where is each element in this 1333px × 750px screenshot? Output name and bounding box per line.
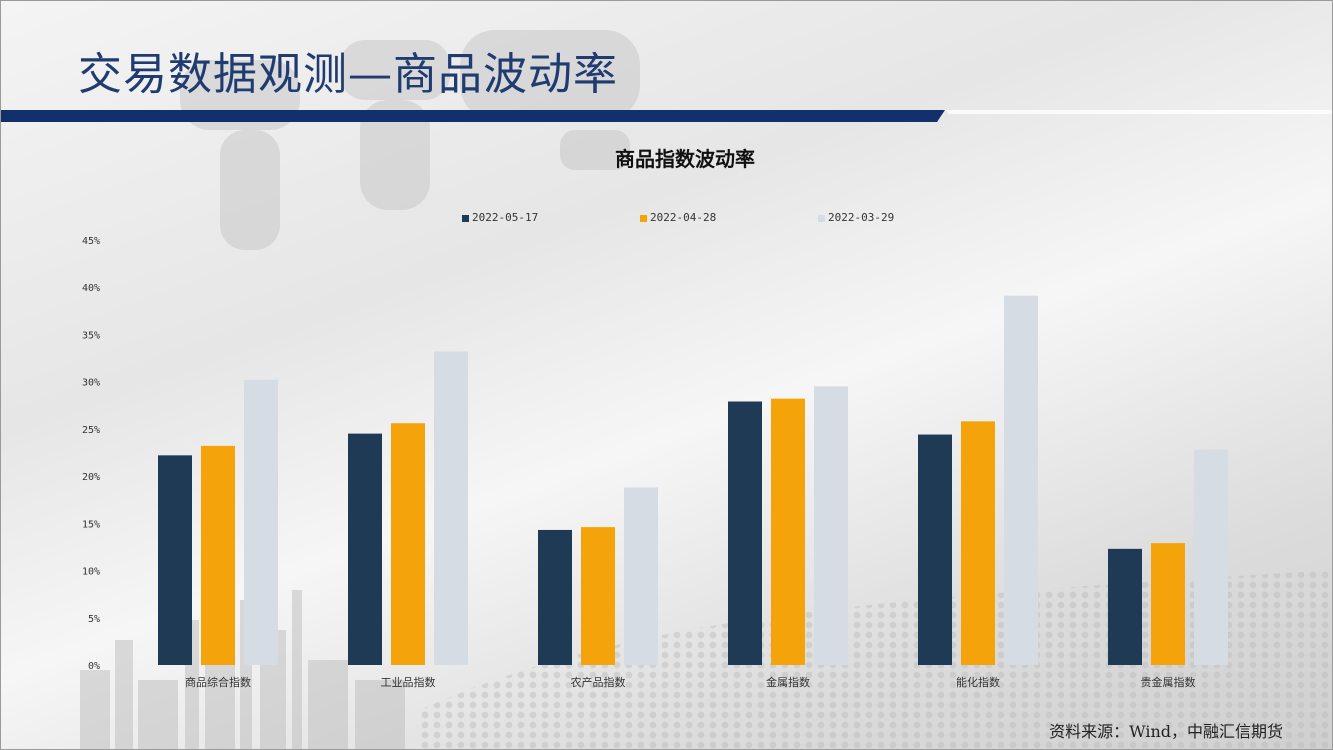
bar-series-2-cat-1 bbox=[201, 445, 235, 665]
legend-item-series-3: 2022-03-29 bbox=[818, 211, 894, 224]
y-tick-label: 40% bbox=[82, 283, 100, 294]
y-tick-label: 45% bbox=[82, 236, 100, 247]
dot-wave-decoration bbox=[420, 570, 1333, 750]
x-tick-label: 商品综合指数 bbox=[185, 675, 251, 689]
legend-item-series-1: 2022-05-17 bbox=[462, 211, 538, 224]
legend-label-series-2: 2022-04-28 bbox=[650, 211, 717, 224]
bar-series-3-cat-3 bbox=[624, 487, 658, 665]
y-tick-label: 5% bbox=[88, 614, 100, 625]
source-note: 资料来源：Wind，中融汇信期货 bbox=[1049, 722, 1283, 741]
bar-series-3-cat-5 bbox=[1004, 295, 1038, 665]
y-tick-label: 20% bbox=[82, 472, 100, 483]
bar-series-3-cat-4 bbox=[814, 386, 848, 665]
y-tick-label: 35% bbox=[82, 330, 100, 341]
page-title: 交易数据观测—商品波动率 bbox=[78, 49, 618, 100]
legend-item-series-2: 2022-04-28 bbox=[640, 211, 716, 224]
legend-label-series-3: 2022-03-29 bbox=[828, 211, 895, 224]
y-tick-label: 0% bbox=[88, 661, 100, 672]
bar-series-2-cat-6 bbox=[1151, 543, 1185, 665]
bar-series-3-cat-1 bbox=[244, 379, 278, 665]
bar-series-2-cat-2 bbox=[391, 423, 425, 665]
bar-series-2-cat-4 bbox=[771, 398, 805, 665]
bar-series-3-cat-2 bbox=[434, 351, 468, 665]
chart-title: 商品指数波动率 bbox=[615, 147, 755, 171]
bar-series-1-cat-5 bbox=[918, 434, 952, 665]
y-tick-label: 30% bbox=[82, 378, 100, 389]
y-tick-label: 10% bbox=[82, 567, 100, 578]
bar-series-1-cat-2 bbox=[348, 433, 382, 665]
legend-label-series-1: 2022-05-17 bbox=[472, 211, 539, 224]
bar-series-3-cat-6 bbox=[1194, 449, 1228, 665]
y-tick-label: 25% bbox=[82, 425, 100, 436]
bar-series-1-cat-6 bbox=[1108, 548, 1142, 665]
bar-series-1-cat-1 bbox=[158, 455, 192, 665]
bar-series-2-cat-3 bbox=[581, 527, 615, 665]
x-tick-label: 工业品指数 bbox=[381, 675, 436, 689]
legend-swatch-series-2 bbox=[640, 214, 647, 222]
legend-swatch-series-3 bbox=[818, 214, 825, 222]
bar-series-1-cat-3 bbox=[538, 529, 572, 665]
x-tick-label: 金属指数 bbox=[766, 675, 810, 689]
title-rule bbox=[0, 110, 1333, 122]
y-tick-label: 15% bbox=[82, 519, 100, 530]
city-skyline-decoration bbox=[80, 590, 405, 750]
x-tick-label: 农产品指数 bbox=[571, 675, 626, 689]
legend-swatch-series-1 bbox=[462, 214, 469, 222]
bar-series-1-cat-4 bbox=[728, 401, 762, 665]
bar-series-2-cat-5 bbox=[961, 421, 995, 665]
x-tick-label: 贵金属指数 bbox=[1141, 675, 1196, 689]
x-tick-label: 能化指数 bbox=[956, 675, 1000, 689]
